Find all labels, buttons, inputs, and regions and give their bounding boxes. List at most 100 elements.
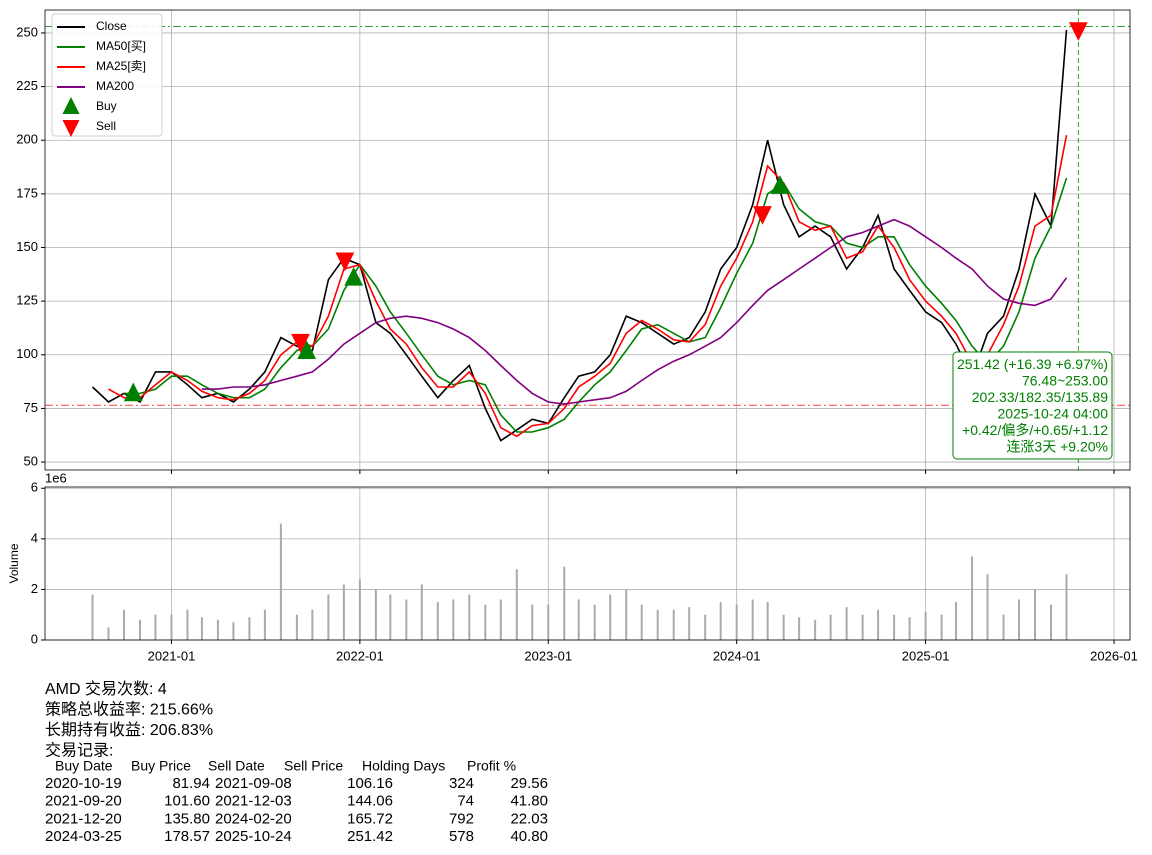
legend-label: Buy [96, 99, 117, 113]
volume-bar [940, 614, 943, 640]
x-tick-label: 2022-01 [336, 648, 384, 663]
volume-bar [200, 617, 203, 640]
y-tick-label: 4 [31, 530, 38, 545]
annotation: 251.42 (+16.39 +6.97%)76.48~253.00202.33… [952, 351, 1113, 460]
legend-label: Close [96, 19, 127, 33]
y-tick-label: 50 [24, 453, 38, 468]
plot-frame [44, 9, 1131, 471]
table-cell: 74 [457, 793, 474, 810]
volume-bar [735, 604, 738, 640]
volume-bar [515, 569, 518, 640]
legend-box [51, 13, 163, 137]
volume-bar [986, 574, 989, 640]
plot-area [45, 487, 1130, 640]
table-cell: 29.56 [510, 775, 548, 792]
table-cell: 165.72 [347, 810, 393, 827]
table-cell: 251.42 [347, 828, 393, 845]
y-tick-label: 75 [24, 400, 38, 415]
volume-bar [672, 609, 675, 640]
volume-bar [91, 594, 94, 640]
table-cell: 178.57 [164, 828, 210, 845]
report-line: 策略总收益率: 215.66% [45, 701, 213, 719]
volume-bar [861, 614, 864, 640]
trade-marker [123, 382, 143, 402]
volume-bar [107, 627, 110, 640]
volume-bar [122, 609, 125, 640]
volume-bar [798, 617, 801, 640]
table-cell: 135.80 [164, 810, 210, 827]
y-tick-label: 0 [31, 631, 38, 646]
volume-bar [263, 609, 266, 640]
legend-swatch [62, 97, 80, 114]
table-cell: 101.60 [164, 793, 210, 810]
volume-bar [279, 523, 282, 640]
report-line: AMD 交易次数: 4 [45, 680, 167, 698]
table-cell: 792 [449, 810, 474, 827]
table-cell: 2020-10-19 [45, 775, 122, 792]
volume-bar [484, 604, 487, 640]
volume-bar [1018, 599, 1021, 640]
table-cell: 22.03 [510, 810, 548, 827]
volume-bar [719, 602, 722, 640]
axis-offset: 1e6 [45, 470, 67, 485]
volume-bar [170, 614, 173, 640]
volume-bar [845, 607, 848, 640]
annotation-text: 2025-10-24 04:00 [997, 405, 1108, 421]
annotation-text: 76.48~253.00 [1022, 372, 1108, 388]
annotation-text: +0.42/偏多/+0.65/+1.12 [962, 422, 1108, 438]
annotation-text: 202.33/182.35/135.89 [972, 389, 1108, 405]
volume-bar [1002, 614, 1005, 640]
volume-bar [1034, 589, 1037, 640]
table-header: Holding Days [362, 758, 445, 774]
table-cell: 2024-03-25 [45, 828, 122, 845]
table-cell: 106.16 [347, 775, 393, 792]
volume-bar [547, 604, 550, 640]
table-cell: 2021-12-03 [215, 793, 292, 810]
volume-bar [766, 602, 769, 640]
trade-marker [770, 175, 790, 194]
legend-label: Sell [96, 119, 116, 133]
annotation-box [952, 351, 1113, 460]
volume-bar [829, 614, 832, 640]
y-tick-label: 175 [16, 185, 38, 200]
volume-bar [1050, 604, 1053, 640]
x-tick-label: 2024-01 [713, 648, 761, 663]
x-tick-label: 2026-01 [1090, 648, 1138, 663]
series-line [91, 29, 1068, 442]
volume-bar [704, 614, 707, 640]
volume-bar [609, 594, 612, 640]
table-cell: 2021-09-08 [215, 775, 292, 792]
legend-label: MA25[卖] [96, 59, 146, 73]
table-header: Sell Price [284, 758, 343, 774]
volume-bar [877, 609, 880, 640]
volume-bar [814, 619, 817, 640]
table-cell: 324 [449, 775, 474, 792]
volume-bar [452, 599, 455, 640]
table-header: Buy Price [131, 758, 191, 774]
trade-marker [344, 266, 364, 286]
trade-marker [1069, 22, 1088, 41]
x-tick-label: 2021-01 [148, 648, 196, 663]
y-tick-label: 250 [16, 24, 38, 39]
volume-bar [154, 614, 157, 640]
volume-bar [436, 602, 439, 640]
volume-bar [577, 599, 580, 640]
plot-frame [44, 486, 1131, 641]
volume-bar [688, 607, 691, 640]
series-line [108, 135, 1068, 438]
y-tick-label: 2 [31, 581, 38, 596]
table-cell: 2021-09-20 [45, 793, 122, 810]
table-header: Profit % [467, 758, 516, 774]
y-tick-label: 6 [31, 480, 38, 495]
trade-marker [297, 340, 317, 360]
x-tick-label: 2025-01 [902, 648, 950, 663]
volume-bar [186, 609, 189, 640]
volume-bar [216, 619, 219, 640]
table-header: Sell Date [208, 758, 265, 774]
trade-marker [753, 206, 772, 225]
annotation-text: 连涨3天 +9.20% [1006, 438, 1108, 454]
volume-bar [563, 566, 566, 640]
volume-bar [908, 617, 911, 640]
table-cell: 2025-10-24 [215, 828, 292, 845]
